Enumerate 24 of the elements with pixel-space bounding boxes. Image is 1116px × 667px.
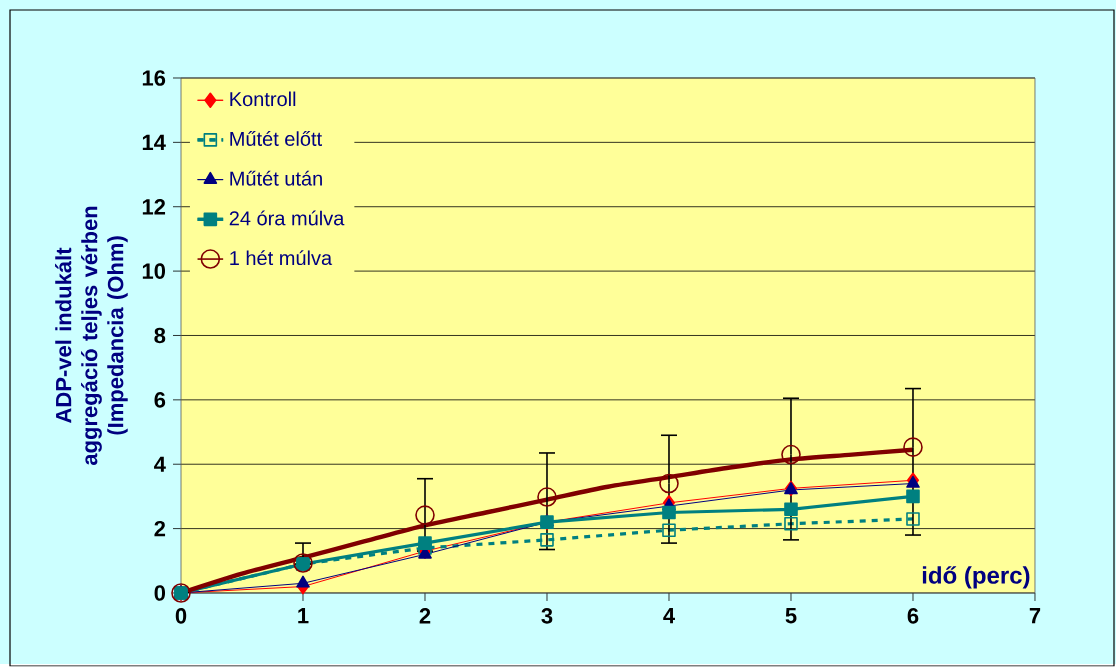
legend-label: Műtét előtt (230, 131, 322, 147)
x-tick-label: 7 (1029, 608, 1041, 624)
y-tick-label: 2 (154, 521, 166, 537)
y-axis-title: ADP-vel indukált aggregáció teljes vérben (Impedancia (Ohm) (55, 206, 128, 466)
y-tick-label: 16 (142, 70, 166, 86)
legend-label: 24 óra múlva (229, 210, 345, 226)
x-tick-label: 2 (419, 608, 431, 624)
x-tick-label: 3 (541, 608, 553, 624)
x-axis-title: idő (perc) (922, 566, 1030, 589)
x-tick-label: 0 (175, 608, 187, 624)
y-tick-label: 14 (142, 135, 166, 151)
y-tick-label: 6 (154, 392, 166, 408)
legend-label: Műtét után (230, 170, 322, 186)
y-tick-label: 4 (154, 456, 166, 472)
x-tick-label: 4 (663, 608, 675, 624)
y-tick-label: 12 (142, 199, 166, 215)
legend-label: 1 hét múlva (230, 250, 333, 266)
y-tick-label: 10 (142, 263, 166, 280)
x-tick-label: 5 (785, 608, 797, 624)
y-tick-label: 8 (154, 327, 166, 344)
y-tick-label: 0 (154, 585, 166, 601)
x-tick-label: 6 (907, 608, 919, 624)
legend-label: Kontroll (230, 91, 296, 107)
x-tick-label: 1 (298, 608, 309, 624)
